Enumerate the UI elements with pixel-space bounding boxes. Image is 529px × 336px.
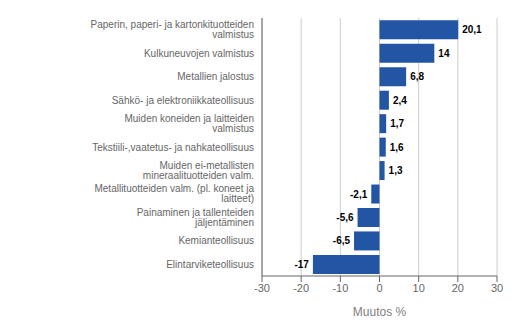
svg-text:1,7: 1,7	[390, 118, 404, 129]
svg-text:-20: -20	[293, 282, 309, 294]
svg-text:-2,1: -2,1	[350, 189, 368, 200]
svg-text:20: 20	[452, 282, 464, 294]
svg-text:Metallien jalostus: Metallien jalostus	[177, 71, 254, 82]
svg-text:0: 0	[376, 282, 382, 294]
svg-text:1,3: 1,3	[389, 165, 403, 176]
svg-text:-5,6: -5,6	[336, 212, 354, 223]
svg-text:Muutos %: Muutos %	[353, 305, 407, 319]
svg-text:Kulkuneuvojen valmistus: Kulkuneuvojen valmistus	[144, 48, 254, 59]
svg-text:Muiden ei-metallistenmineraali: Muiden ei-metallistenmineraalituotteiden…	[143, 160, 254, 181]
svg-text:Kemianteollisuus: Kemianteollisuus	[178, 235, 254, 246]
svg-text:10: 10	[413, 282, 425, 294]
svg-text:Paperin, paperi- ja kartonkitu: Paperin, paperi- ja kartonkituotteidenva…	[91, 19, 254, 40]
svg-text:6,8: 6,8	[410, 71, 424, 82]
svg-text:20,1: 20,1	[462, 24, 482, 35]
svg-text:1,6: 1,6	[390, 142, 404, 153]
svg-text:Metallituotteiden valm. (pl. k: Metallituotteiden valm. (pl. koneet jala…	[94, 183, 254, 204]
svg-text:-30: -30	[254, 282, 270, 294]
svg-text:30: 30	[491, 282, 503, 294]
svg-text:-6,5: -6,5	[333, 235, 351, 246]
svg-text:2,4: 2,4	[393, 95, 407, 106]
svg-text:14: 14	[438, 48, 450, 59]
svg-text:Muiden koneiden ja laitteidenv: Muiden koneiden ja laitteidenvalmistus	[124, 113, 254, 134]
svg-text:Sähkö- ja elektroniikkateollis: Sähkö- ja elektroniikkateollisuus	[112, 95, 254, 106]
svg-text:-10: -10	[332, 282, 348, 294]
svg-text:-17: -17	[294, 259, 309, 270]
svg-text:Elintarviketeollisuus: Elintarviketeollisuus	[166, 259, 254, 270]
svg-text:Tekstiili-,vaatetus- ja nahkat: Tekstiili-,vaatetus- ja nahkateollisuus	[92, 142, 254, 153]
svg-text:Painaminen ja tallenteidenjälj: Painaminen ja tallenteidenjäljentäminen	[137, 207, 254, 228]
